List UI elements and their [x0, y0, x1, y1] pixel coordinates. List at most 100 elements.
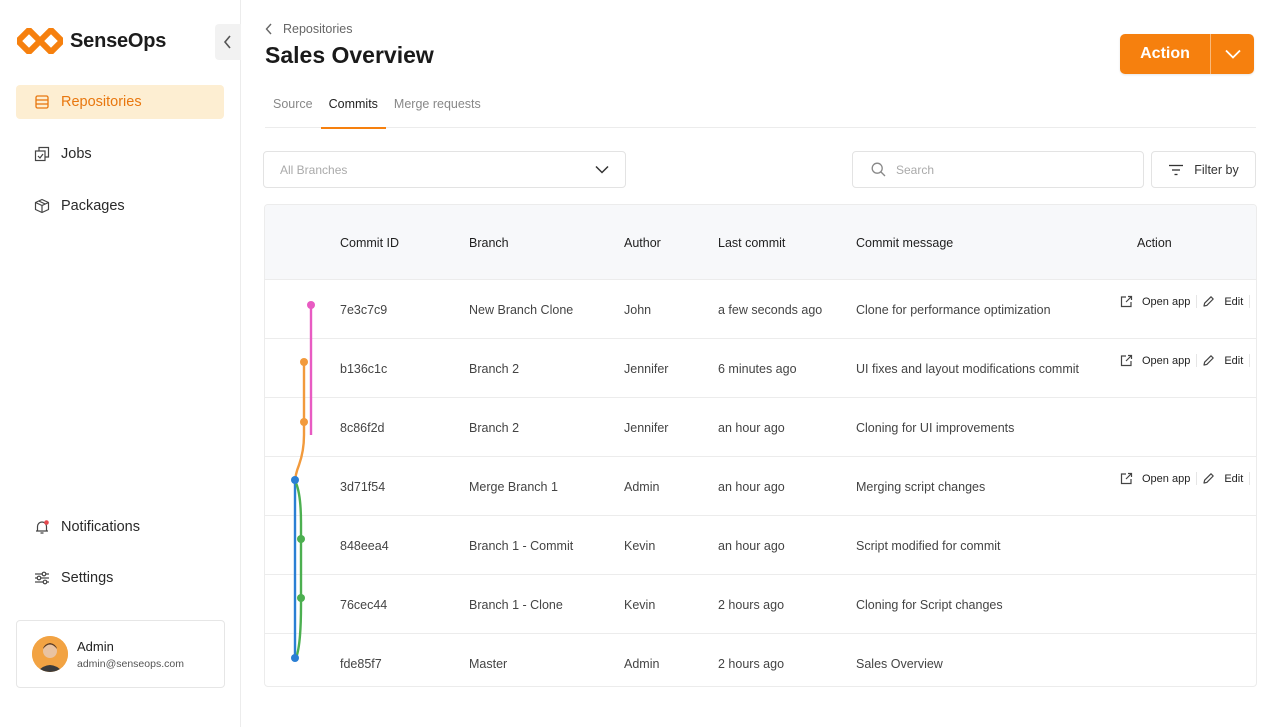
table-row[interactable]: 7e3c7c9 New Branch Clone John a few seconds…: [265, 279, 1256, 338]
commit-id: 848eea4: [340, 538, 389, 553]
pencil-icon: [1203, 296, 1215, 307]
commit-message: Sales Overview: [856, 656, 943, 671]
edit-button[interactable]: Edit: [1202, 295, 1251, 308]
external-link-icon: [1120, 295, 1133, 308]
table-row[interactable]: 848eea4 Branch 1 - Commit Kevin an hour ago…: [265, 515, 1256, 574]
branch-name: Branch 1 - Commit: [469, 538, 574, 553]
action-button-label[interactable]: Action: [1140, 45, 1190, 62]
author-name: Admin: [624, 479, 660, 494]
search-icon: [871, 162, 886, 177]
sidebar-item-packages[interactable]: Packages: [16, 189, 224, 223]
author-name: Jennifer: [624, 361, 669, 376]
package-icon: [33, 197, 51, 215]
sidebar-item-notifications[interactable]: Notifications: [16, 510, 224, 544]
column-header-action: Action: [1137, 236, 1172, 250]
commit-id: 7e3c7c9: [340, 302, 388, 317]
last-commit-time: 2 hours ago: [718, 597, 785, 612]
avatar: [32, 636, 68, 672]
tab-commits[interactable]: Commits: [320, 92, 387, 129]
edit-button[interactable]: Edit: [1202, 472, 1251, 485]
edit-label: Edit: [1224, 295, 1244, 308]
sidebar-item-label: Settings: [61, 570, 114, 586]
sidebar: SenseOps Repositories Jobs Packages Noti…: [0, 0, 241, 727]
author-name: Admin: [624, 656, 660, 671]
branch-name: Branch 2: [469, 420, 520, 435]
branch-name: Master: [469, 656, 508, 671]
app-name: SenseOps: [70, 29, 167, 52]
sidebar-item-label: Packages: [61, 198, 125, 214]
table-row[interactable]: fde85f7 Master Admin 2 hours ago Sales Overv…: [265, 633, 1256, 686]
external-link-icon: [1120, 354, 1133, 367]
column-header-commit-id: Commit ID: [340, 236, 400, 250]
author-name: Kevin: [624, 538, 656, 553]
chevron-left-icon[interactable]: [265, 23, 273, 35]
commit-message: Clone for performance optimization: [856, 302, 1051, 317]
logo[interactable]: SenseOps: [17, 28, 166, 54]
edit-label: Edit: [1224, 354, 1244, 367]
page-title: Sales Overview: [265, 42, 434, 68]
sidebar-item-repositories[interactable]: Repositories: [16, 85, 224, 119]
chevron-left-icon: [223, 35, 231, 49]
last-commit-time: 6 minutes ago: [718, 361, 797, 376]
edit-button[interactable]: Edit: [1202, 354, 1251, 367]
column-header-commit-message: Commit message: [856, 236, 954, 250]
table-row[interactable]: 3d71f54 Merge Branch 1 Admin an hour ago Mer…: [265, 456, 1256, 515]
sidebar-item-label: Notifications: [61, 519, 140, 535]
table-row[interactable]: b136c1c Branch 2 Jennifer 6 minutes ago UI f…: [265, 338, 1256, 397]
branch-name: New Branch Clone: [469, 302, 574, 317]
commit-message: Merging script changes: [856, 479, 986, 494]
column-header-author: Author: [624, 236, 661, 250]
author-name: John: [624, 302, 652, 317]
external-link-icon: [1120, 472, 1133, 485]
table-row[interactable]: 8c86f2d Branch 2 Jennifer an hour ago Clonin…: [265, 397, 1256, 456]
collapse-sidebar-button[interactable]: [215, 24, 241, 60]
sidebar-item-jobs[interactable]: Jobs: [16, 137, 224, 171]
row-actions: Open app Edit: [1120, 339, 1251, 382]
commit-id: 8c86f2d: [340, 420, 385, 435]
edit-label: Edit: [1224, 472, 1244, 485]
last-commit-time: an hour ago: [718, 420, 785, 435]
row-actions: Open app Edit: [1120, 457, 1251, 500]
chevron-down-icon[interactable]: [1210, 34, 1254, 74]
open-app-label: Open app: [1142, 295, 1191, 308]
open-app-button[interactable]: Open app: [1120, 472, 1198, 485]
branch-select-placeholder: All Branches: [280, 162, 348, 177]
filter-icon: [1168, 164, 1184, 176]
jobs-icon: [33, 145, 51, 163]
commit-message: Cloning for Script changes: [856, 597, 1003, 612]
sidebar-item-label: Repositories: [61, 94, 142, 110]
open-app-button[interactable]: Open app: [1120, 295, 1198, 308]
table-row[interactable]: 76cec44 Branch 1 - Clone Kevin 2 hours ago C…: [265, 574, 1256, 633]
pencil-icon: [1203, 355, 1215, 366]
tabs: Source Commits Merge requests: [265, 92, 1256, 129]
open-app-button[interactable]: Open app: [1120, 354, 1198, 367]
chevron-down-icon: [595, 165, 609, 174]
tab-source[interactable]: Source: [273, 97, 313, 111]
column-header-last-commit: Last commit: [718, 236, 786, 250]
tab-merge-requests[interactable]: Merge requests: [393, 97, 481, 111]
filter-button-label: Filter by: [1194, 162, 1239, 177]
open-app-label: Open app: [1142, 354, 1191, 367]
search-box[interactable]: [852, 151, 1144, 188]
commit-id: fde85f7: [340, 656, 382, 671]
branch-name: Branch 2: [469, 361, 520, 376]
user-card[interactable]: Admin admin@senseops.com: [16, 620, 225, 688]
sidebar-item-settings[interactable]: Settings: [16, 561, 224, 595]
commit-message: Cloning for UI improvements: [856, 420, 1015, 435]
branch-name: Merge Branch 1: [469, 479, 558, 494]
table-header: Commit ID Branch Author Last commit Comm…: [265, 205, 1256, 279]
commit-message: Script modified for commit: [856, 538, 1001, 553]
sidebar-item-label: Jobs: [61, 146, 92, 162]
bell-icon: [33, 518, 51, 536]
filter-button[interactable]: Filter by: [1151, 151, 1256, 188]
action-button[interactable]: Action: [1120, 34, 1254, 74]
database-icon: [33, 93, 51, 111]
branch-name: Branch 1 - Clone: [469, 597, 563, 612]
branch-select[interactable]: All Branches: [263, 151, 626, 188]
commit-id: b136c1c: [340, 361, 388, 376]
breadcrumb[interactable]: Repositories: [265, 22, 352, 36]
commit-id: 76cec44: [340, 597, 388, 612]
row-actions: Open app Edit: [1120, 280, 1251, 323]
search-input[interactable]: [896, 162, 1116, 177]
breadcrumb-link[interactable]: Repositories: [283, 22, 353, 36]
